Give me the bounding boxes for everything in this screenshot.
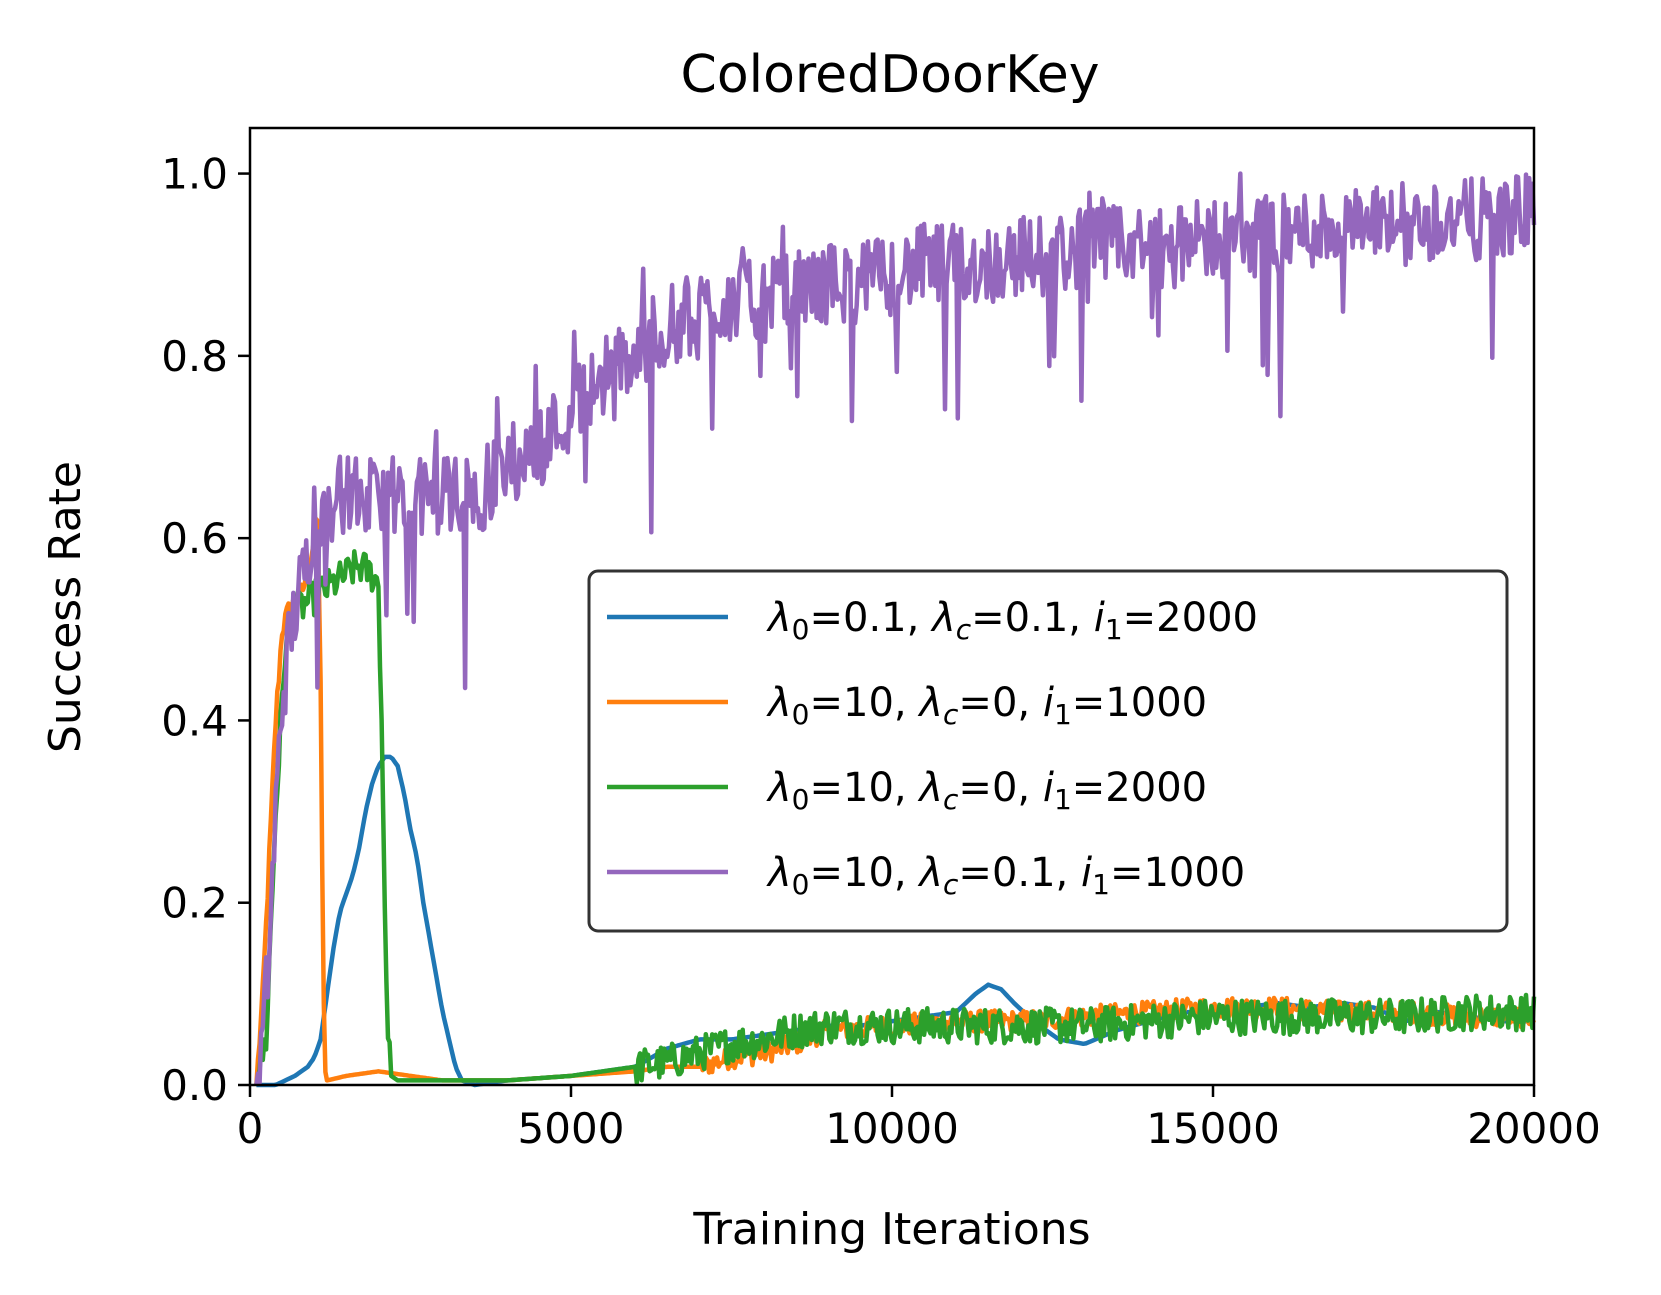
x-tick-label: 5000 xyxy=(518,1104,625,1153)
legend-label-1: λ0=0.1, λc=0.1, i1=2000 xyxy=(766,595,1258,646)
y-tick-label: 0.8 xyxy=(161,332,228,381)
x-tick-label: 0 xyxy=(237,1104,264,1153)
y-tick-label: 0.0 xyxy=(161,1061,228,1110)
chart-title: ColoredDoorKey xyxy=(681,45,1100,105)
legend-label-3: λ0=10, λc=0, i1=2000 xyxy=(766,765,1207,816)
legend-label-2: λ0=10, λc=0, i1=1000 xyxy=(766,680,1207,731)
x-tick-label: 15000 xyxy=(1146,1104,1280,1153)
x-tick-label: 10000 xyxy=(825,1104,959,1153)
x-axis: 0 5000 10000 15000 20000 xyxy=(237,1085,1601,1153)
x-axis-label: Training Iterations xyxy=(692,1204,1090,1255)
y-tick-label: 0.6 xyxy=(161,514,228,563)
series-line-4 xyxy=(254,171,1537,1086)
y-axis-label: Success Rate xyxy=(40,461,91,753)
legend: λ0=0.1, λc=0.1, i1=2000 λ0=10, λc=0, i1=1… xyxy=(587,569,1509,933)
series-line-3 xyxy=(254,549,1537,1086)
series-layer xyxy=(254,171,1537,1088)
y-tick-label: 0.4 xyxy=(161,696,228,745)
y-tick-label: 1.0 xyxy=(161,150,228,199)
y-tick-label: 0.2 xyxy=(161,879,228,928)
legend-label-4: λ0=10, λc=0.1, i1=1000 xyxy=(766,850,1245,901)
x-tick-label: 20000 xyxy=(1467,1104,1601,1153)
y-axis: 0.0 0.2 0.4 0.6 0.8 1.0 xyxy=(161,150,250,1110)
legend-box xyxy=(587,569,1509,933)
